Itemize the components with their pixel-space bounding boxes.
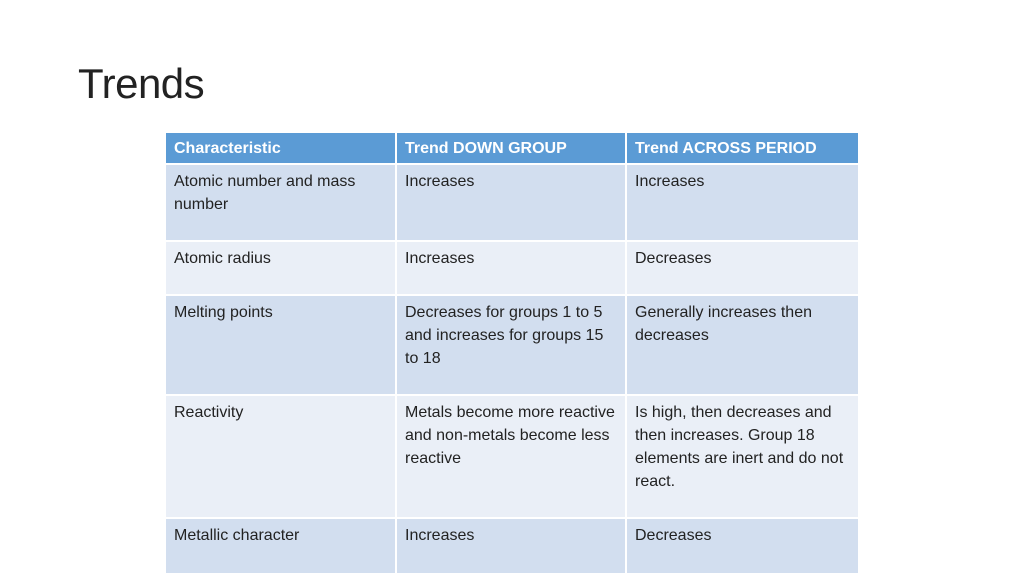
trends-table: Characteristic Trend DOWN GROUP Trend AC… bbox=[166, 133, 858, 575]
cell-trend-down-group: Increases bbox=[396, 164, 627, 242]
table-row: Reactivity Metals become more reactive a… bbox=[166, 395, 858, 519]
table-row: Atomic number and mass number Increases … bbox=[166, 164, 858, 242]
header-characteristic: Characteristic bbox=[166, 133, 397, 165]
header-trend-down-group: Trend DOWN GROUP bbox=[396, 133, 627, 165]
cell-trend-across-period: Decreases bbox=[626, 518, 858, 575]
table-row: Atomic radius Increases Decreases bbox=[166, 241, 858, 296]
cell-trend-down-group: Metals become more reactive and non-meta… bbox=[396, 395, 627, 519]
cell-trend-across-period: Is high, then decreases and then increas… bbox=[626, 395, 858, 519]
cell-trend-across-period: Increases bbox=[626, 164, 858, 242]
cell-trend-down-group: Increases bbox=[396, 241, 627, 296]
header-trend-across-period: Trend ACROSS PERIOD bbox=[626, 133, 858, 165]
cell-trend-across-period: Decreases bbox=[626, 241, 858, 296]
cell-characteristic: Atomic radius bbox=[166, 241, 397, 296]
cell-characteristic: Metallic character bbox=[166, 518, 397, 575]
cell-characteristic: Melting points bbox=[166, 295, 397, 396]
table-row: Metallic character Increases Decreases bbox=[166, 518, 858, 575]
cell-characteristic: Reactivity bbox=[166, 395, 397, 519]
slide-title: Trends bbox=[78, 60, 205, 107]
table-header-row: Characteristic Trend DOWN GROUP Trend AC… bbox=[166, 133, 858, 165]
table-row: Melting points Decreases for groups 1 to… bbox=[166, 295, 858, 396]
cell-trend-across-period: Generally increases then decreases bbox=[626, 295, 858, 396]
cell-trend-down-group: Increases bbox=[396, 518, 627, 575]
cell-characteristic: Atomic number and mass number bbox=[166, 164, 397, 242]
cell-trend-down-group: Decreases for groups 1 to 5 and increase… bbox=[396, 295, 627, 396]
